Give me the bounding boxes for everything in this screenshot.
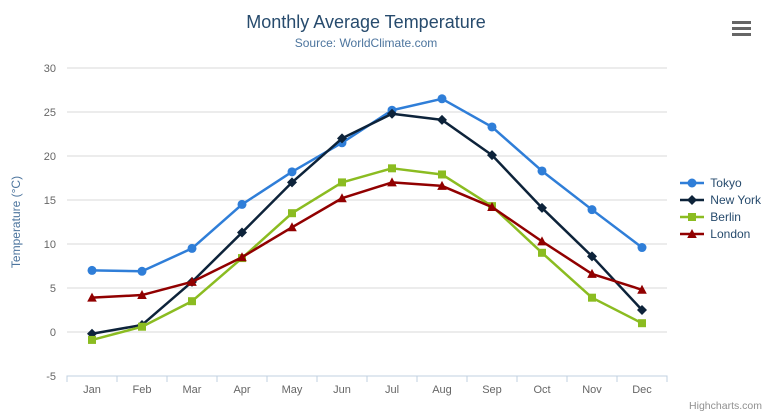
data-point[interactable]: London • Aug: 16.6 °C — [437, 180, 447, 190]
legend-marker-circle-icon — [680, 178, 705, 187]
series-line — [90, 167, 644, 342]
y-axis-tick-label: 10 — [44, 239, 56, 251]
x-axis-tick-label: Nov — [582, 384, 602, 396]
data-point[interactable]: New York • Aug: 24.1 °C — [437, 114, 447, 125]
legend-label: Tokyo — [710, 175, 742, 190]
x-axis-tick-label: Jan — [83, 384, 101, 396]
y-axis-title: Temperature (°C) — [9, 176, 23, 268]
data-point[interactable]: Tokyo • Apr: 14.5 °C — [237, 199, 247, 209]
data-point[interactable]: London • Mar: 5.7 °C — [187, 276, 197, 286]
data-point[interactable]: Berlin • Oct: 9 °C — [538, 248, 546, 257]
legend-marker-diamond-icon — [680, 194, 705, 205]
series-line — [90, 97, 644, 273]
legend-item-tokyo[interactable]: Tokyo — [680, 174, 761, 191]
y-axis-tick-label: 15 — [44, 195, 56, 207]
x-axis-tick-label: Aug — [432, 384, 452, 396]
x-axis-tick-label: May — [282, 384, 303, 396]
data-point[interactable]: Tokyo • Sep: 23.3 °C — [487, 122, 497, 132]
data-point[interactable]: Berlin • Nov: 3.9 °C — [588, 293, 596, 302]
legend: Tokyo New York Berlin London — [680, 174, 761, 242]
x-axis-tick-label: Mar — [183, 384, 202, 396]
data-point[interactable]: Berlin • Jul: 18.6 °C — [388, 164, 396, 173]
legend-marker-triangle-icon — [680, 228, 705, 238]
x-axis-tick-label: Oct — [533, 384, 550, 396]
hamburger-menu-icon — [732, 27, 751, 30]
data-point[interactable]: Tokyo • May: 18.2 °C — [287, 167, 297, 177]
data-point[interactable]: Tokyo • Nov: 13.9 °C — [587, 205, 597, 215]
chart-title: Monthly Average Temperature — [246, 12, 486, 32]
data-point[interactable]: Tokyo • Feb: 6.9 °C — [137, 266, 147, 276]
x-axis-tick-label: Jun — [333, 384, 351, 396]
legend-item-new-york[interactable]: New York — [680, 191, 761, 208]
legend-item-london[interactable]: London — [680, 225, 761, 242]
data-point[interactable]: New York • May: 17 °C — [287, 177, 297, 188]
data-point[interactable]: New York • Jul: 24.8 °C — [387, 108, 397, 119]
data-point[interactable]: New York • Oct: 14.1 °C — [537, 202, 547, 213]
hamburger-menu-icon — [732, 33, 751, 36]
data-point[interactable]: London • Nov: 6.6 °C — [587, 268, 597, 278]
data-point[interactable]: London • May: 11.9 °C — [287, 222, 297, 232]
x-axis-tick-label: Apr — [233, 384, 250, 396]
y-axis-tick-label: 0 — [50, 327, 56, 339]
data-point[interactable]: Tokyo • Mar: 9.5 °C — [187, 243, 197, 253]
series-new-york: New York • Jan: -0.2 °CNew York • Feb: 0… — [87, 108, 647, 339]
data-point[interactable]: New York • Sep: 20.1 °C — [487, 150, 497, 161]
data-point[interactable]: London • Dec: 4.8 °C — [637, 284, 647, 294]
data-point[interactable]: London • Jan: 3.9 °C — [87, 292, 97, 302]
legend-label: London — [710, 226, 751, 241]
y-axis-tick-label: -5 — [46, 371, 56, 383]
chart-subtitle: Source: WorldClimate.com — [294, 36, 438, 50]
data-point[interactable]: Berlin • Feb: 0.6 °C — [138, 322, 146, 331]
data-point[interactable]: London • Sep: 14.2 °C — [487, 202, 497, 212]
credits-link[interactable]: Highcharts.com — [689, 400, 762, 412]
data-point[interactable]: Tokyo • Oct: 18.3 °C — [537, 166, 547, 176]
series-line — [90, 181, 644, 299]
data-point[interactable]: London • Feb: 4.2 °C — [137, 290, 147, 300]
data-point[interactable]: London • Jul: 17 °C — [387, 177, 397, 187]
y-axis-tick-label: 5 — [50, 283, 56, 295]
series-tokyo: Tokyo • Jan: 7 °C Tokyo • Feb: 6.9 °C Toky… — [87, 94, 647, 276]
data-point[interactable]: London • Apr: 8.5 °C — [237, 252, 247, 262]
data-point[interactable]: Berlin • Jun: 17 °C — [338, 178, 346, 187]
x-axis-tick-label: Feb — [133, 384, 152, 396]
data-point[interactable]: Berlin • May: 13.5 °C — [288, 209, 296, 218]
data-point[interactable]: Tokyo • Jan: 7 °C — [87, 265, 97, 275]
legend-item-berlin[interactable]: Berlin — [680, 208, 761, 225]
data-point[interactable]: New York • Dec: 2.5 °C — [637, 305, 647, 315]
series-london: London • Jan: 3.9 °C London • Feb: 4.2 °C… — [87, 177, 647, 302]
data-point[interactable]: Berlin • Dec: 1 °C — [638, 319, 646, 328]
data-point[interactable]: Berlin • Aug: 17.9 °C — [438, 170, 446, 179]
legend-marker-square-icon — [680, 212, 705, 221]
data-point[interactable]: Berlin • Mar: 3.5 °C — [188, 297, 196, 306]
y-axis-tick-label: 30 — [44, 63, 56, 75]
data-point[interactable]: London • Jun: 15.2 °C — [337, 193, 347, 203]
series-line — [90, 112, 644, 336]
hamburger-menu-icon — [732, 21, 751, 24]
data-point[interactable]: London • Oct: 10.3 °C — [537, 236, 547, 246]
data-point[interactable]: Berlin • Jan: -0.9 °C — [88, 335, 96, 344]
data-point[interactable]: New York • Nov: 8.6 °C — [587, 251, 597, 262]
y-axis-tick-label: 25 — [44, 107, 56, 119]
data-point[interactable]: New York • Apr: 11.3 °C — [237, 227, 247, 238]
legend-label: Berlin — [710, 209, 741, 224]
export-menu-button[interactable] — [732, 21, 751, 36]
x-axis-tick-label: Jul — [385, 384, 399, 396]
x-axis-tick-label: Sep — [482, 384, 502, 396]
legend-label: New York — [710, 192, 761, 207]
data-point[interactable]: New York • Jun: 22 °C — [337, 133, 347, 144]
x-axis-tick-label: Dec — [632, 384, 652, 396]
data-point[interactable]: Tokyo • Aug: 26.5 °C — [437, 94, 447, 104]
y-axis-tick-label: 20 — [44, 151, 56, 163]
data-point[interactable]: Tokyo • Dec: 9.6 °C — [637, 243, 647, 253]
